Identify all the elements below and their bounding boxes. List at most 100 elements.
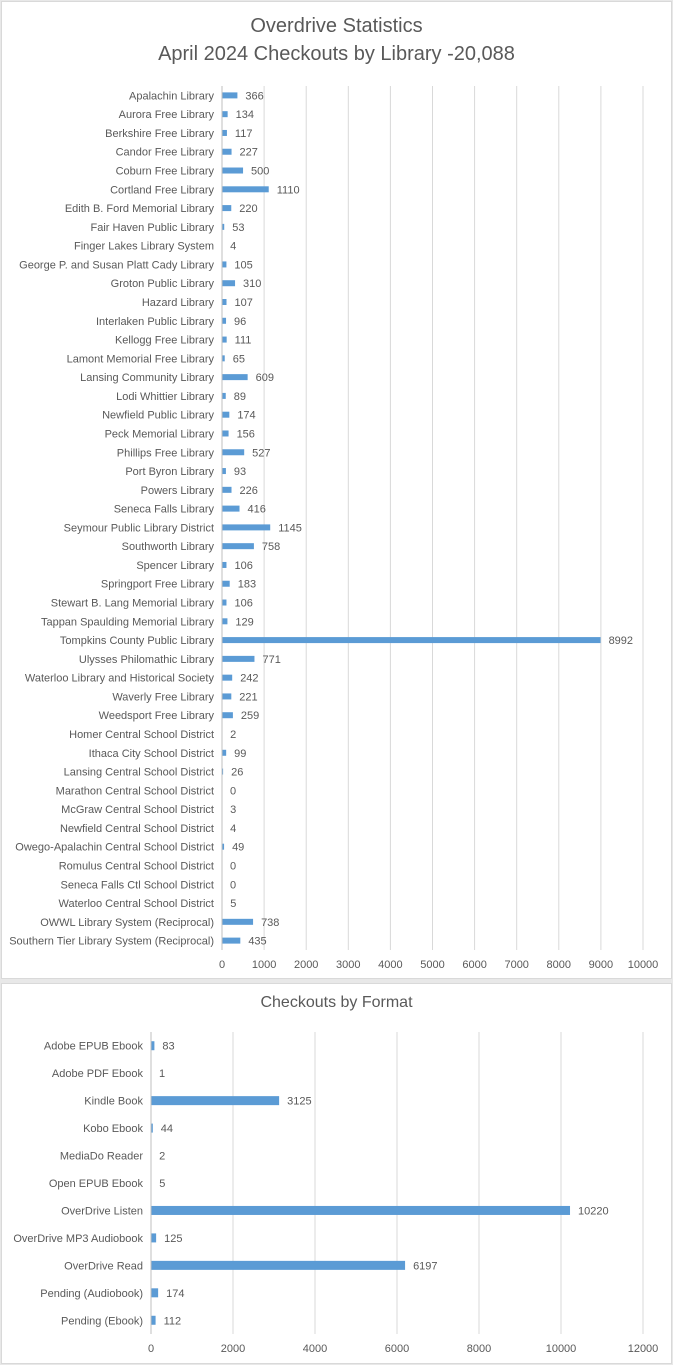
data-label: 738 — [261, 917, 279, 929]
bar — [222, 223, 225, 230]
bar — [222, 411, 230, 418]
x-tick-label: 2000 — [294, 959, 318, 971]
bar — [222, 205, 232, 212]
category-label: Seneca Falls Library — [114, 504, 215, 516]
category-label: Berkshire Free Library — [105, 128, 214, 140]
category-label: Hazard Library — [142, 297, 215, 309]
data-label: 1 — [159, 1068, 165, 1080]
bar — [222, 618, 228, 625]
chart-subtitle: April 2024 Checkouts by Library -20,088 — [158, 43, 515, 65]
bar — [222, 843, 225, 850]
bar — [222, 599, 227, 606]
data-label: 99 — [234, 748, 246, 760]
data-label: 183 — [238, 579, 256, 591]
x-tick-label: 4000 — [378, 959, 402, 971]
bar — [222, 637, 601, 644]
bar — [222, 524, 271, 531]
bar — [222, 712, 233, 719]
category-label: Lodi Whittier Library — [116, 391, 214, 403]
x-tick-label: 10000 — [628, 959, 659, 971]
category-label: Powers Library — [141, 485, 215, 497]
category-label: Adobe EPUB Ebook — [44, 1041, 144, 1053]
bar — [222, 505, 240, 512]
data-label: 96 — [234, 316, 246, 328]
data-label: 221 — [239, 691, 257, 703]
data-label: 174 — [237, 410, 255, 422]
bar — [222, 355, 225, 362]
data-label: 416 — [248, 504, 266, 516]
category-label: Fair Haven Public Library — [91, 222, 215, 234]
category-label: MediaDo Reader — [60, 1151, 143, 1163]
data-label: 527 — [252, 447, 270, 459]
format-bar-chart: 0 2000 4000 6000 8000 10000 12000 Adobe EPUB Eb… — [13, 1032, 658, 1355]
bar — [222, 167, 244, 174]
data-label: 65 — [233, 353, 245, 365]
data-label: 93 — [234, 466, 246, 478]
bar — [222, 918, 254, 925]
data-label: 83 — [162, 1041, 174, 1053]
data-label: 500 — [251, 166, 269, 178]
bar — [222, 317, 227, 324]
data-label: 242 — [240, 673, 258, 685]
category-label: Kellogg Free Library — [115, 335, 215, 347]
x-tick-label: 2000 — [221, 1343, 245, 1355]
data-label: 1145 — [278, 522, 302, 534]
category-label: Stewart B. Lang Memorial Library — [51, 598, 215, 610]
bar — [151, 1205, 571, 1215]
category-label: Lansing Community Library — [80, 372, 214, 384]
bar — [222, 449, 245, 456]
category-label: Cortland Free Library — [110, 184, 214, 196]
category-label: Peck Memorial Library — [105, 428, 215, 440]
data-label: 3 — [230, 804, 236, 816]
category-label: Lamont Memorial Free Library — [67, 353, 215, 365]
bar — [222, 486, 232, 493]
x-tick-label: 5000 — [420, 959, 444, 971]
bar — [222, 148, 232, 155]
data-label: 106 — [234, 560, 252, 572]
category-label: Seymour Public Library District — [64, 522, 214, 534]
library-chart-panel: Overdrive Statistics April 2024 Checkout… — [1, 1, 672, 979]
category-label: McGraw Central School District — [61, 804, 214, 816]
data-label: 366 — [245, 90, 263, 102]
bar — [222, 674, 233, 681]
bar — [222, 374, 248, 381]
category-label: Romulus Central School District — [59, 860, 214, 872]
x-tick-label: 10000 — [546, 1343, 577, 1355]
category-label: Seneca Falls Ctl School District — [61, 879, 214, 891]
category-label: Aurora Free Library — [119, 109, 215, 121]
data-label: 2 — [230, 729, 236, 741]
category-label: Apalachin Library — [129, 90, 214, 102]
category-label: Newfield Public Library — [102, 410, 214, 422]
bar — [222, 543, 254, 550]
category-label: Edith B. Ford Memorial Library — [65, 203, 215, 215]
data-label: 4 — [230, 241, 236, 253]
data-label: 49 — [232, 842, 244, 854]
data-label: 107 — [235, 297, 253, 309]
category-label: Owego-Apalachin Central School District — [15, 842, 214, 854]
library-bar-chart: 0 1000 2000 3000 4000 5000 6000 7000 8000 9000 100… — [9, 86, 659, 971]
category-label: Adobe PDF Ebook — [52, 1068, 144, 1080]
data-label: 89 — [234, 391, 246, 403]
data-label: 134 — [236, 109, 254, 121]
category-label: Phillips Free Library — [117, 447, 215, 459]
x-tick-label: 1000 — [252, 959, 276, 971]
bar — [222, 430, 229, 437]
category-label: Tappan Spaulding Memorial Library — [41, 616, 215, 628]
data-label: 3125 — [287, 1096, 311, 1108]
data-label: 0 — [230, 879, 236, 891]
category-label: Homer Central School District — [69, 729, 214, 741]
format-chart-panel: Checkouts by Format 0 2000 4000 6000 8000 100… — [1, 983, 672, 1364]
bar — [151, 1123, 153, 1133]
bar — [222, 655, 255, 662]
category-label: OverDrive Read — [64, 1260, 143, 1272]
category-label: Kindle Book — [84, 1096, 143, 1108]
data-label: 758 — [262, 541, 280, 553]
data-label: 129 — [235, 616, 253, 628]
data-label: 112 — [164, 1315, 182, 1327]
bar — [222, 336, 227, 343]
data-label: 310 — [243, 278, 261, 290]
data-label: 259 — [241, 710, 259, 722]
bar — [151, 1096, 280, 1106]
bar — [222, 580, 230, 587]
chart-title: Checkouts by Format — [260, 994, 413, 1011]
